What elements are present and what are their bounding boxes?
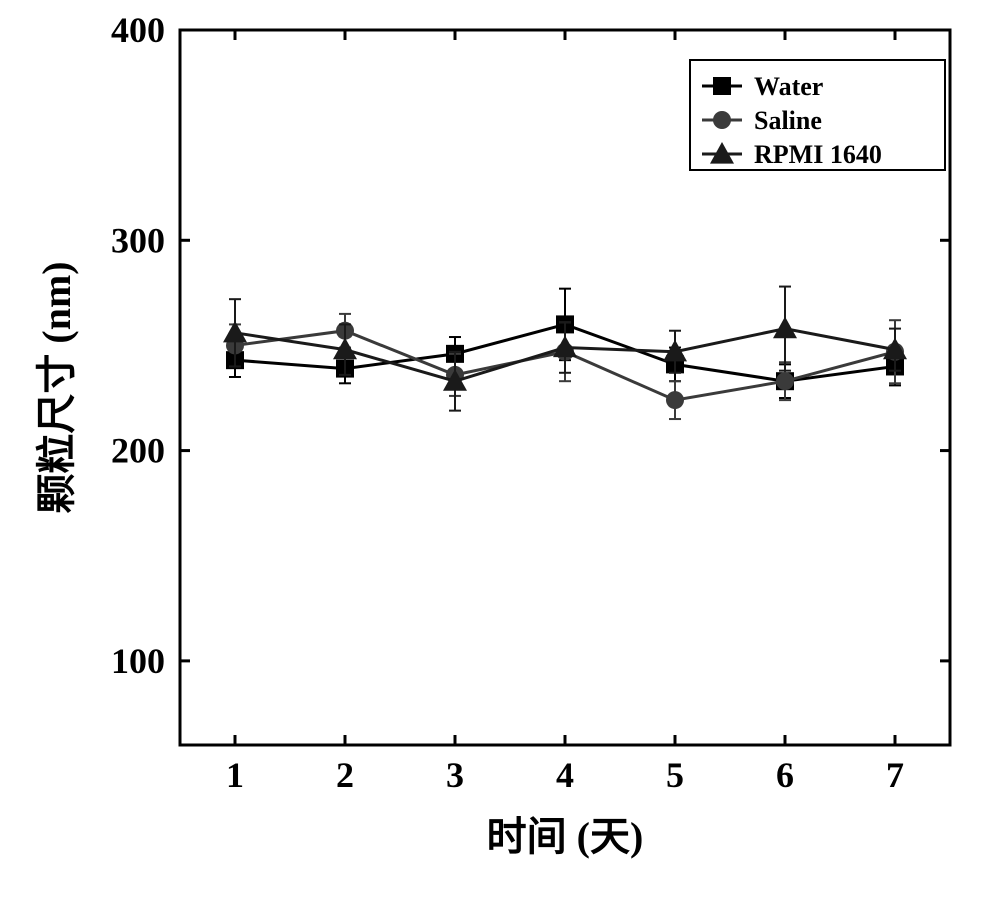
y-tick-label: 300 bbox=[111, 220, 165, 260]
chart-svg: 1 2 3 4 5 6 7 100 200 300 400 时间 (天) 颗粒尺寸 (nm) Water S… bbox=[0, 0, 1000, 905]
marker-triangle bbox=[223, 321, 247, 343]
marker-circle bbox=[776, 372, 794, 390]
y-axis-label: 颗粒尺寸 (nm) bbox=[34, 261, 79, 513]
y-tick-label: 100 bbox=[111, 641, 165, 681]
legend-label: Water bbox=[754, 72, 823, 101]
x-tick-label: 3 bbox=[446, 755, 464, 795]
x-axis-label: 时间 (天) bbox=[487, 814, 644, 859]
legend-label: Saline bbox=[754, 106, 822, 135]
marker-triangle bbox=[773, 317, 797, 339]
x-tick-label: 1 bbox=[226, 755, 244, 795]
x-tick-label: 7 bbox=[886, 755, 904, 795]
particle-size-chart: 1 2 3 4 5 6 7 100 200 300 400 时间 (天) 颗粒尺寸 (nm) Water S… bbox=[0, 0, 1000, 905]
y-tick-label: 200 bbox=[111, 431, 165, 471]
x-tick-label: 2 bbox=[336, 755, 354, 795]
marker-circle bbox=[666, 391, 684, 409]
x-tick-label: 6 bbox=[776, 755, 794, 795]
legend-label: RPMI 1640 bbox=[754, 140, 882, 169]
marker-triangle bbox=[553, 336, 577, 358]
x-tick-label: 5 bbox=[666, 755, 684, 795]
marker-circle bbox=[713, 111, 731, 129]
x-tick-label: 4 bbox=[556, 755, 574, 795]
y-tick-label: 400 bbox=[111, 10, 165, 50]
marker-square bbox=[713, 77, 731, 95]
